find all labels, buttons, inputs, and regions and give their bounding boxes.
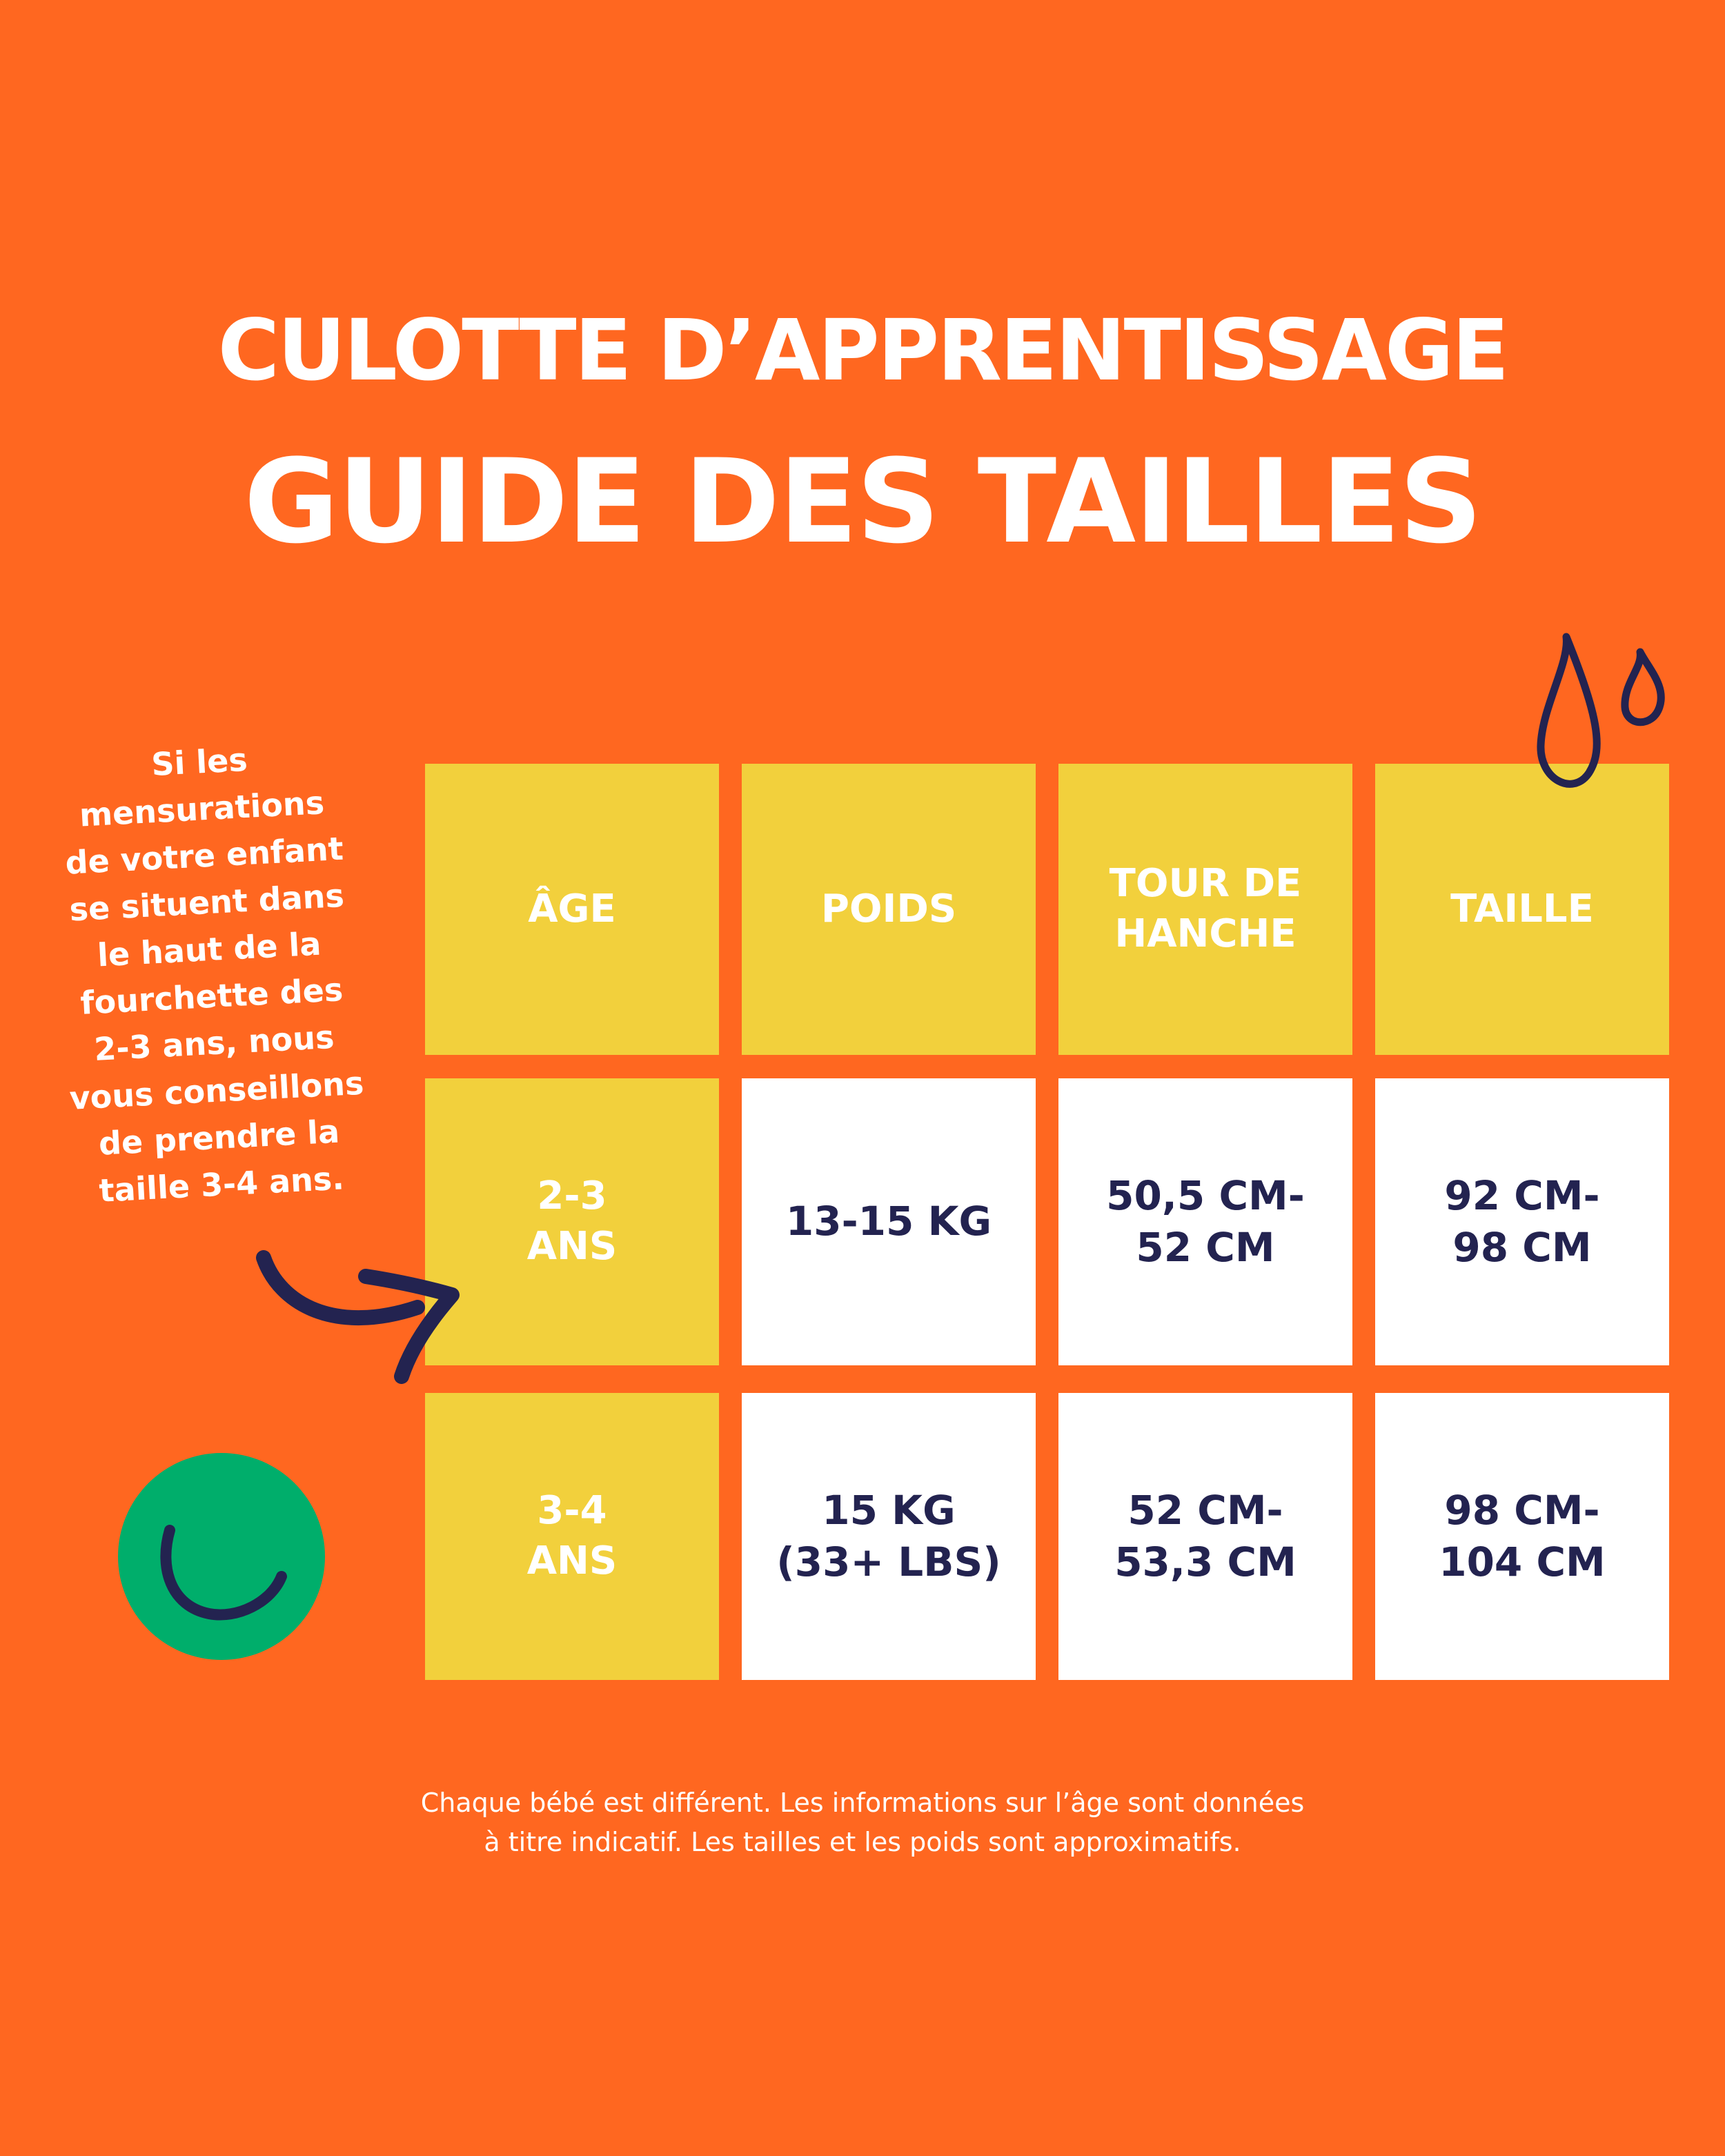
age-label: 2-3 — [537, 1174, 607, 1219]
header-cell-height: TAILLE — [1375, 764, 1669, 1055]
cell-value: 92 CM- — [1444, 1171, 1600, 1219]
age-label: ANS — [526, 1539, 618, 1583]
side-note: Si les mensurations de votre enfant se s… — [26, 729, 395, 1216]
disclaimer-line: Chaque bébé est différent. Les informati… — [420, 1788, 1305, 1818]
cell-value: 98 CM — [1452, 1224, 1592, 1271]
header-label: TOUR DE — [1109, 861, 1302, 907]
table-cell-weight: 15 KG (33+ LBS) — [742, 1393, 1036, 1680]
header-label: ÂGE — [528, 886, 616, 931]
header-label: TAILLE — [1450, 886, 1594, 931]
cell-value: 52 CM- — [1127, 1486, 1283, 1534]
row-age-cell: 3-4 ANS — [425, 1393, 719, 1680]
cell-value: 104 CM — [1439, 1539, 1606, 1585]
header-label: POIDS — [820, 886, 957, 931]
header-cell-age: ÂGE — [425, 764, 719, 1055]
row-age-cell: 2-3 ANS — [425, 1078, 719, 1365]
table-cell-hip: 50,5 CM- 52 CM — [1058, 1078, 1352, 1365]
cell-value: (33+ LBS) — [776, 1539, 1001, 1585]
age-label: ANS — [526, 1224, 618, 1269]
cell-value: 53,3 CM — [1114, 1539, 1297, 1585]
page-title-line-2: GUIDE DES TAILLES — [244, 433, 1482, 569]
page-title-line-1: CULOTTE D’APPRENTISSAGE — [217, 301, 1510, 399]
disclaimer: Chaque bébé est différent. Les informati… — [0, 1783, 1725, 1862]
table-cell-height: 98 CM- 104 CM — [1375, 1393, 1669, 1680]
disclaimer-line: à titre indicatif. Les tailles et les po… — [484, 1827, 1241, 1857]
smile-circle-icon — [118, 1453, 325, 1660]
cell-value: 15 KG — [822, 1486, 956, 1534]
header-cell-weight: POIDS — [742, 764, 1036, 1055]
header-cell-hip: TOUR DE HANCHE — [1058, 764, 1352, 1055]
table-cell-weight: 13-15 KG — [742, 1078, 1036, 1365]
cell-value: 98 CM- — [1444, 1486, 1600, 1534]
table-cell-hip: 52 CM- 53,3 CM — [1058, 1393, 1352, 1680]
curved-arrow-icon — [256, 1250, 460, 1384]
cell-value: 50,5 CM- — [1106, 1171, 1305, 1219]
table-cell-height: 92 CM- 98 CM — [1375, 1078, 1669, 1365]
header-label: HANCHE — [1114, 911, 1297, 956]
cell-value: 13-15 KG — [785, 1198, 992, 1245]
age-label: 3-4 — [537, 1488, 607, 1534]
water-drops-icon — [1537, 633, 1665, 788]
cell-value: 52 CM — [1136, 1224, 1275, 1271]
